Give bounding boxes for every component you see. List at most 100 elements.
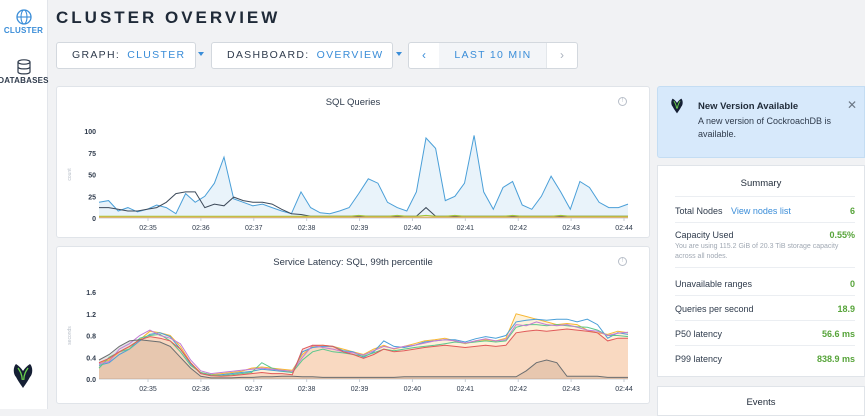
divider <box>675 196 855 197</box>
summary-row-total-nodes: Total Nodes View nodes list 6 <box>675 206 855 216</box>
summary-title: Summary <box>740 178 782 189</box>
service-latency-chart-card: 1.6 1.2 0.8 0.4 0.0 seconds 02:35 02:36 02:37 02:… <box>56 246 650 404</box>
y-tick-label: 50 <box>88 173 96 180</box>
nav-label-databases: DATABASES <box>0 76 49 85</box>
graph-dropdown-label: GRAPH: <box>72 49 121 61</box>
x-tick-label: 02:40 <box>404 225 422 232</box>
p99-value: 838.9 ms <box>816 354 855 364</box>
x-tick-label: 02:42 <box>509 386 527 393</box>
dashboard-dropdown[interactable]: DASHBOARD: OVERVIEW <box>211 42 402 69</box>
time-prev-button[interactable]: ‹ <box>409 43 440 68</box>
x-tick-label: 02:44 <box>615 225 633 232</box>
x-tick-label: 02:35 <box>139 225 157 232</box>
series-line-series-3 <box>98 324 629 377</box>
y-axis-label: count <box>67 168 73 181</box>
globe-icon <box>15 9 32 25</box>
qps-value: 18.9 <box>837 304 855 314</box>
x-tick-label: 02:38 <box>298 386 316 393</box>
sidebar: CLUSTER DATABASES <box>0 0 49 409</box>
y-tick-label: 1.6 <box>86 290 96 297</box>
summary-panel: Summary Total Nodes View nodes list 6 Ca… <box>657 165 865 377</box>
unavailable-label: Unavailable ranges <box>675 279 753 289</box>
new-version-alert: New Version Available A new version of C… <box>657 86 865 158</box>
divider <box>675 295 855 296</box>
cockroach-logo-icon <box>10 362 36 395</box>
x-tick-label: 02:38 <box>298 225 316 232</box>
series-line-series-1 <box>98 313 629 376</box>
series-line-series-1 <box>98 135 629 215</box>
series-area-series-5 <box>99 329 628 379</box>
cockroach-alert-icon <box>669 97 685 120</box>
dashboard-dropdown-label: DASHBOARD: <box>227 49 310 61</box>
summary-row-unavailable: Unavailable ranges 0 <box>675 279 855 289</box>
total-nodes-value: 6 <box>849 206 855 216</box>
info-icon[interactable]: ! <box>618 97 627 106</box>
p50-label: P50 latency <box>675 329 723 339</box>
series-area-series-6 <box>99 339 628 379</box>
nav-label-cluster: CLUSTER <box>3 26 44 35</box>
view-nodes-link[interactable]: View nodes list <box>731 206 791 216</box>
divider <box>675 267 855 268</box>
graph-dropdown[interactable]: GRAPH: CLUSTER <box>56 42 204 69</box>
y-tick-label: 1.2 <box>86 312 96 319</box>
p50-value: 56.6 ms <box>821 329 855 339</box>
capacity-label: Capacity Used <box>675 230 734 240</box>
summary-row-qps: Queries per second 18.9 <box>675 304 855 314</box>
dashboard-dropdown-value: OVERVIEW <box>316 49 384 61</box>
graph-dropdown-value: CLUSTER <box>127 49 186 61</box>
series-line-series-5 <box>98 328 628 377</box>
x-tick-label: 02:39 <box>351 386 369 393</box>
chart-title: SQL Queries <box>325 97 381 108</box>
unavailable-value: 0 <box>849 279 855 289</box>
caret-down-icon <box>197 52 204 56</box>
x-tick-label: 02:39 <box>351 225 369 232</box>
y-tick-label: 75 <box>88 151 96 158</box>
y-axis-label: seconds <box>67 326 73 345</box>
x-tick-label: 02:40 <box>404 386 422 393</box>
service-latency-chart: 1.6 1.2 0.8 0.4 0.0 seconds 02:35 02:36 02:37 02:… <box>67 290 633 393</box>
series-line-series-4 <box>98 321 629 375</box>
p99-label: P99 latency <box>675 354 723 364</box>
events-panel: Events <box>657 386 865 416</box>
caret-down-icon <box>395 52 402 56</box>
x-tick-label: 02:43 <box>562 225 580 232</box>
x-tick-label: 02:37 <box>245 225 263 232</box>
series-line-series-6 <box>98 339 628 379</box>
divider <box>675 345 855 346</box>
database-icon <box>16 59 31 75</box>
time-range-label[interactable]: LAST 10 MIN <box>439 43 547 68</box>
y-tick-label: 25 <box>88 194 96 201</box>
page-title: CLUSTER OVERVIEW <box>56 8 281 27</box>
close-icon[interactable]: ✕ <box>846 98 857 112</box>
x-tick-label: 02:37 <box>245 386 263 393</box>
x-tick-label: 02:36 <box>192 386 210 393</box>
capacity-description: You are using 115.2 GiB of 20.3 TiB stor… <box>675 243 839 260</box>
nav-item-databases[interactable]: DATABASES <box>0 58 49 85</box>
chart-title: Service Latency: SQL, 99th percentile <box>273 257 433 268</box>
x-tick-label: 02:42 <box>509 225 527 232</box>
y-tick-label: 100 <box>84 129 96 136</box>
y-tick-label: 0.4 <box>86 355 96 362</box>
x-tick-label: 02:35 <box>139 386 157 393</box>
alert-title: New Version Available <box>698 101 799 112</box>
y-tick-label: 0.0 <box>86 377 96 384</box>
capacity-value: 0.55% <box>829 230 855 240</box>
total-nodes-label: Total Nodes <box>675 206 723 216</box>
divider <box>675 320 855 321</box>
events-title: Events <box>746 397 776 408</box>
time-next-button[interactable]: › <box>546 43 577 68</box>
qps-label: Queries per second <box>675 304 754 314</box>
series-area-series-1 <box>99 135 628 218</box>
y-tick-label: 0.8 <box>86 334 96 341</box>
sql-queries-chart: 100 75 50 25 0 count 02:35 02:36 02:37 02:38 02:39… <box>67 129 633 232</box>
series-line-series-3 <box>99 214 628 217</box>
x-tick-label: 02:36 <box>192 225 210 232</box>
sql-queries-chart-card: 100 75 50 25 0 count 02:35 02:36 02:37 02:38 02:39… <box>56 86 650 238</box>
alert-text: A new version of CockroachDB is availabl… <box>698 116 832 139</box>
x-tick-label: 02:44 <box>615 386 633 393</box>
x-tick-label: 02:43 <box>562 386 580 393</box>
y-tick-label: 0 <box>92 216 96 223</box>
nav-item-cluster[interactable]: CLUSTER <box>0 8 47 35</box>
info-icon[interactable]: ! <box>618 257 627 266</box>
summary-row-p99: P99 latency 838.9 ms <box>675 354 855 364</box>
